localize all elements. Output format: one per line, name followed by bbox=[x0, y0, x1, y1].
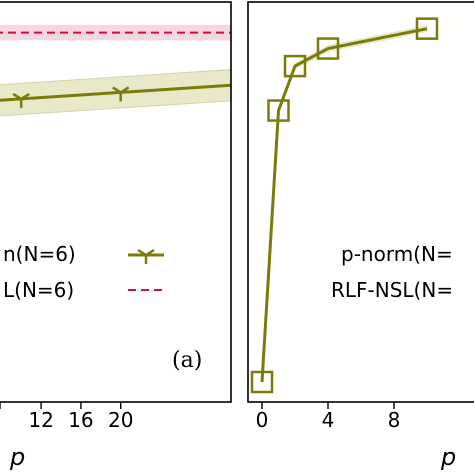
right-pnorm-point-0 bbox=[250, 370, 274, 394]
left-legend-pnorm-marker-arm-left bbox=[137, 248, 147, 257]
right-x-ticks: 0 4 8 bbox=[256, 402, 401, 432]
left-pnorm-point-0 bbox=[12, 92, 30, 108]
right-legend-label-rlf: RLF-NSL(N= bbox=[331, 278, 453, 302]
right-pnorm-point-1 bbox=[267, 99, 290, 122]
right-pnorm-point-2 bbox=[283, 54, 307, 78]
left-legend-pnorm-marker-arm-right bbox=[145, 248, 155, 257]
left-x-ticks: 12 16 20 bbox=[0, 402, 133, 432]
left-pnorm-point-1 bbox=[112, 86, 130, 102]
left-legend: n(N=6) L(N=6) bbox=[3, 242, 164, 302]
left-pnorm-point-0-arm-left bbox=[12, 92, 22, 100]
panel-label-a: (a) bbox=[172, 348, 202, 373]
panel-right: 0 4 8 p-norm(N= RLF-NSL(N= p bbox=[247, 1, 474, 471]
right-pnorm-band bbox=[278, 25, 427, 115]
panel-left: 12 16 20 n(N=6) L(N=6) (a) p bbox=[0, 1, 232, 471]
left-x-tick-label-0: 12 bbox=[28, 408, 53, 432]
right-x-tick-label-0: 0 bbox=[256, 408, 269, 432]
left-legend-pnorm-handle bbox=[128, 248, 164, 264]
left-legend-pnorm-marker bbox=[137, 248, 155, 264]
right-x-tick-label-1: 4 bbox=[322, 408, 335, 432]
left-legend-label-pnorm: n(N=6) bbox=[3, 242, 76, 266]
right-pnorm-line bbox=[260, 27, 428, 383]
left-pnorm-point-1-arm-right bbox=[120, 86, 130, 94]
right-legend: p-norm(N= RLF-NSL(N= bbox=[331, 242, 453, 302]
left-axes-frame bbox=[0, 1, 232, 403]
right-x-tick-label-2: 8 bbox=[388, 408, 401, 432]
left-legend-label-rlf: L(N=6) bbox=[3, 278, 74, 302]
left-x-tick-label-2: 20 bbox=[108, 408, 133, 432]
left-pnorm-point-0-arm-right bbox=[20, 92, 30, 100]
right-pnorm-point-4 bbox=[415, 17, 439, 40]
right-axes-frame bbox=[247, 1, 474, 403]
left-plot-area bbox=[0, 24, 232, 117]
right-pnorm-point-3 bbox=[316, 37, 340, 60]
left-x-axis-label: p bbox=[9, 443, 25, 471]
left-x-tick-label-1: 16 bbox=[68, 408, 93, 432]
right-x-axis-label: p bbox=[440, 443, 456, 471]
right-plot-area bbox=[250, 17, 439, 394]
left-pnorm-line bbox=[0, 83, 232, 102]
right-legend-label-pnorm: p-norm(N= bbox=[341, 242, 453, 266]
left-pnorm-point-1-arm-left bbox=[112, 86, 122, 94]
